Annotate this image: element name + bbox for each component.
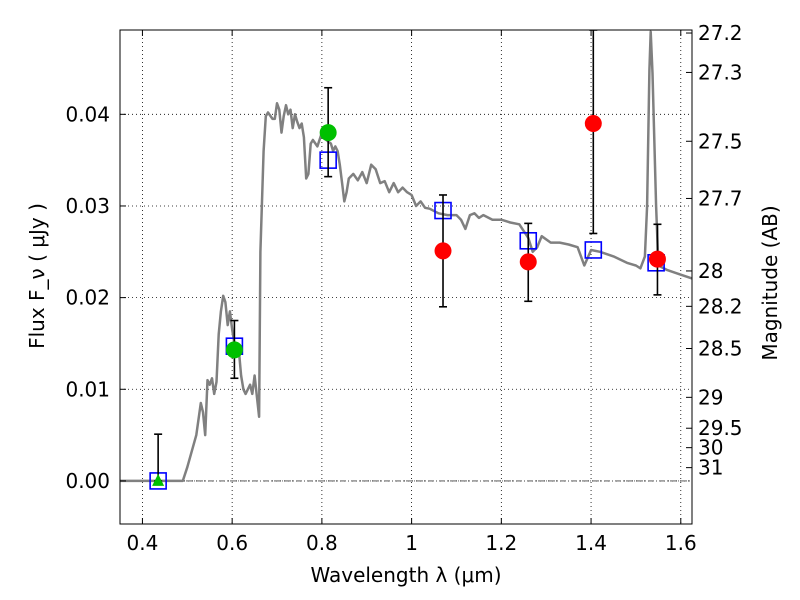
x-tick-label: 0.8	[306, 531, 338, 555]
observed-point-red	[434, 242, 452, 260]
model-photometry-square	[584, 241, 603, 259]
right-tick-label: 28.5	[698, 336, 743, 360]
y-tick-label: 0.01	[65, 377, 110, 401]
observed-point-green	[319, 124, 337, 142]
right-tick-label: 30	[698, 436, 723, 460]
y-axis-title: Flux F_ν ( μJy )	[25, 203, 49, 349]
x-tick-label: 1.6	[665, 531, 697, 555]
y-tick-label: 0.02	[65, 286, 110, 310]
y-axis-ticks: 0.00 0.01 0.02 0.03 0.04	[65, 102, 126, 493]
observed-markers	[152, 114, 666, 486]
right-tick-label: 31	[698, 456, 723, 480]
x-tick-label: 0.6	[216, 531, 248, 555]
plot-content	[120, 30, 692, 490]
right-tick-label: 27.3	[698, 60, 743, 84]
right-tick-label: 28.2	[698, 294, 743, 318]
right-tick-label: 27.5	[698, 129, 743, 153]
x-tick-label: 0.4	[127, 531, 159, 555]
right-tick-label: 27.2	[698, 21, 743, 45]
right-tick-label: 29.5	[698, 416, 743, 440]
x-tick-label: 1	[405, 531, 418, 555]
y-tick-label: 0.04	[65, 102, 110, 126]
right-tick-label: 28	[698, 259, 723, 283]
observed-point-red	[584, 114, 602, 132]
observed-point-triangle	[152, 473, 165, 486]
right-tick-label: 29	[698, 385, 723, 409]
right-tick-label: 27.7	[698, 186, 743, 210]
x-axis-title: Wavelength λ (μm)	[310, 563, 501, 587]
y-tick-label: 0.00	[65, 469, 110, 493]
model-sed-line	[120, 30, 692, 483]
x-tick-label: 1.2	[485, 531, 517, 555]
grid-lines	[120, 30, 692, 524]
x-tick-label: 1.4	[575, 531, 607, 555]
y-tick-label: 0.03	[65, 194, 110, 218]
model-sed-curve	[120, 30, 692, 483]
x-axis-ticks: 0.4 0.6 0.8 1 1.2 1.4 1.6	[127, 30, 697, 555]
observed-point-red	[648, 250, 666, 268]
plot-frame	[119, 29, 693, 525]
observed-point-green	[225, 341, 243, 359]
right-axis-title: Magnitude (AB)	[758, 205, 782, 360]
observed-point-red	[519, 253, 537, 271]
